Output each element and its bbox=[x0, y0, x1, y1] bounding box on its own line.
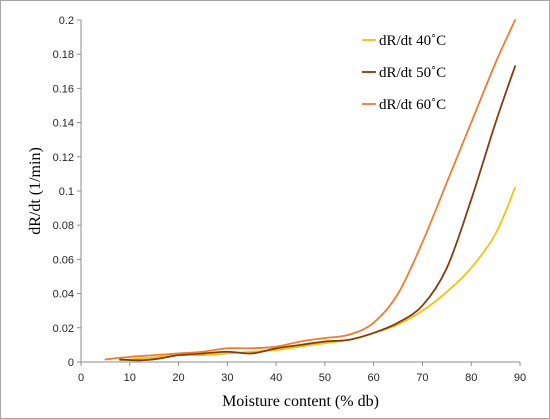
y-tick-label: 0.1 bbox=[59, 186, 74, 198]
series-line-3 bbox=[104, 19, 517, 361]
x-tick-label: 80 bbox=[465, 372, 477, 384]
series-line-2 bbox=[119, 65, 517, 362]
legend: dR/dt 40˚C dR/dt 50˚C dR/dt 60˚C bbox=[362, 33, 446, 113]
axes bbox=[77, 19, 521, 366]
y-tick-label: 0.18 bbox=[53, 49, 74, 61]
y-tick-label: 0.04 bbox=[53, 289, 74, 301]
legend-label-1: dR/dt 40˚C bbox=[379, 33, 446, 49]
x-tick-label: 60 bbox=[368, 372, 380, 384]
legend-label-2: dR/dt 50˚C bbox=[379, 65, 446, 81]
y-tick-label: 0.08 bbox=[53, 220, 74, 232]
y-tick-label: 0.16 bbox=[53, 83, 74, 95]
y-tick-label: 0.06 bbox=[53, 254, 74, 266]
x-tick-label: 50 bbox=[319, 372, 331, 384]
y-tick-label: 0.12 bbox=[53, 152, 74, 164]
y-tick-label: 0.14 bbox=[53, 118, 74, 130]
legend-label-3: dR/dt 60˚C bbox=[379, 97, 446, 113]
x-tick-label: 10 bbox=[124, 372, 136, 384]
x-tick-label: 20 bbox=[172, 372, 184, 384]
x-tick-label: 90 bbox=[514, 372, 526, 384]
x-axis-title: Moisture content (% db) bbox=[222, 393, 379, 410]
y-axis-title: dR/dt (1/min) bbox=[27, 147, 44, 235]
tick-labels: 0 10 20 30 40 50 60 70 80 90 0 0.02 0.04 0.06 0.08 0.1 0… bbox=[53, 15, 527, 384]
series-lines bbox=[104, 19, 517, 362]
series-line-1 bbox=[119, 186, 517, 362]
y-tick-label: 0.2 bbox=[59, 15, 74, 27]
y-tick-label: 0 bbox=[68, 357, 74, 369]
x-tick-label: 0 bbox=[78, 372, 84, 384]
x-tick-label: 70 bbox=[416, 372, 428, 384]
y-tick-label: 0.02 bbox=[53, 323, 74, 335]
x-tick-label: 30 bbox=[221, 372, 233, 384]
x-tick-label: 40 bbox=[270, 372, 282, 384]
